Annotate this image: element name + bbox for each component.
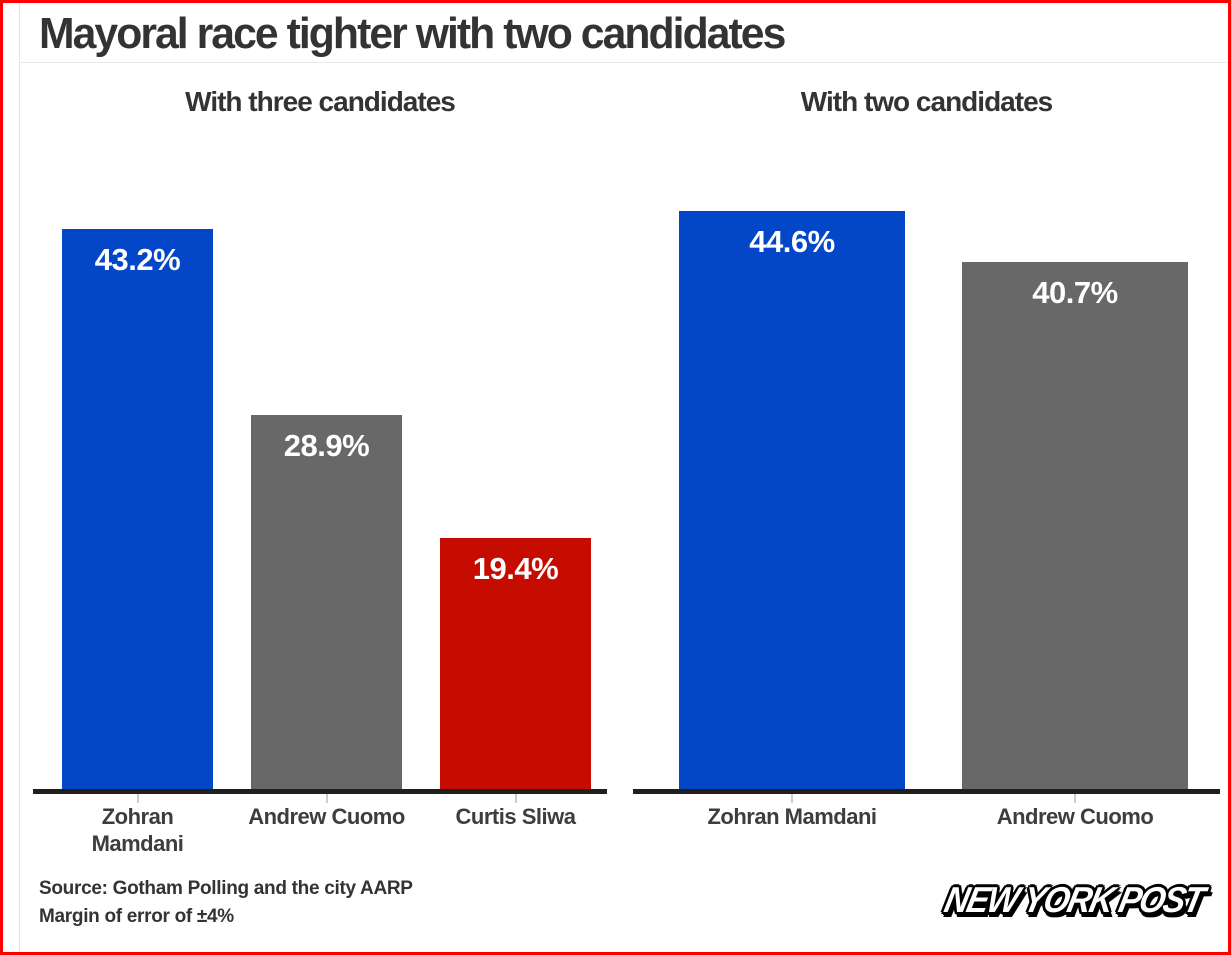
axis-tick [136, 794, 139, 803]
axis-tick [791, 794, 793, 803]
margin-of-error-line: Margin of error of ±4% [39, 906, 234, 927]
panel-title: With three candidates [185, 86, 456, 117]
bar-curtis-sliwa: 19.4% [440, 537, 591, 789]
category-label-zohran-mamdani: Zohran Mamdani [62, 794, 213, 857]
category-label-line: Mamdani [91, 831, 184, 856]
panel-two-candidates: With two candidates 44.6% 40.7% Zohran Ma… [633, 85, 1220, 857]
bar-value-label: 19.4% [472, 550, 559, 586]
x-axis-line [633, 789, 1220, 794]
left-vertical-rule [19, 3, 20, 952]
panel-title: With two candidates [800, 86, 1053, 117]
category-label-line: Zohran [101, 804, 174, 829]
category-labels-row: Zohran Mamdani Andrew Cuomo [633, 794, 1220, 830]
category-label-line: Zohran Mamdani [707, 804, 877, 829]
category-label-andrew-cuomo: Andrew Cuomo [962, 794, 1188, 830]
bar-value-label: 28.9% [283, 427, 370, 463]
chart-panels: With three candidates 43.2% 28.9% 19.4% Zo… [33, 85, 1220, 857]
bar-andrew-cuomo: 28.9% [251, 414, 402, 789]
axis-tick [514, 794, 517, 803]
plot-area: 43.2% 28.9% 19.4% [33, 180, 607, 789]
category-label-andrew-cuomo: Andrew Cuomo [248, 794, 405, 857]
bar-value-label: 40.7% [1032, 274, 1118, 310]
axis-tick [1074, 794, 1076, 803]
source-note: Source: Gotham Polling and the city AARP… [39, 875, 413, 931]
bar-value-label: 43.2% [94, 242, 181, 278]
source-line: Source: Gotham Polling and the city AARP [39, 878, 413, 899]
title-divider [19, 62, 1228, 63]
panel-three-candidates: With three candidates 43.2% 28.9% 19.4% Zo… [33, 85, 607, 857]
category-labels-row: Zohran Mamdani Andrew Cuomo Curtis Sliwa [33, 794, 607, 857]
category-label-line: Andrew Cuomo [996, 804, 1154, 829]
category-label-line: Curtis Sliwa [455, 804, 576, 829]
category-label-line: Andrew Cuomo [248, 804, 405, 829]
x-axis-line [33, 789, 607, 794]
bar-zohran-mamdani: 43.2% [62, 229, 213, 789]
new-york-post-logo: NEW YORK POST [940, 879, 1207, 920]
page-title: Mayoral race tighter with two candidates [39, 9, 786, 58]
bar-value-label: 44.6% [749, 224, 835, 260]
bar-andrew-cuomo: 40.7% [962, 261, 1188, 789]
axis-tick [325, 794, 328, 803]
category-label-curtis-sliwa: Curtis Sliwa [440, 794, 591, 857]
plot-area: 44.6% 40.7% [633, 180, 1220, 789]
category-label-zohran-mamdani: Zohran Mamdani [679, 794, 905, 830]
bar-zohran-mamdani: 44.6% [679, 211, 905, 789]
